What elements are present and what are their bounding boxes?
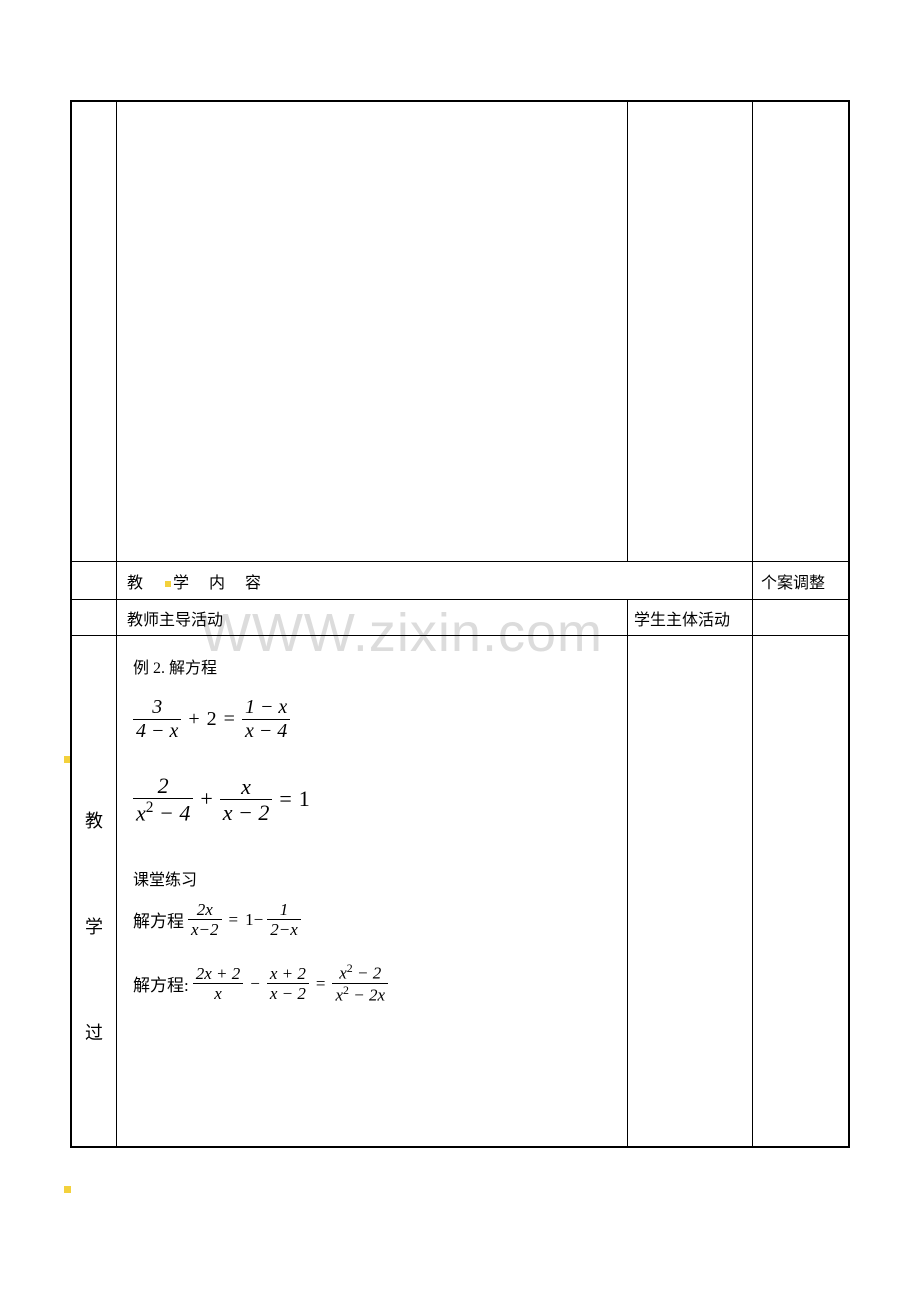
fraction-denominator: x−2	[188, 920, 222, 940]
table-row: 教 学 内 容 个案调整	[72, 562, 848, 600]
plus-operator: +	[197, 786, 215, 812]
fraction-denominator: x2 − 4	[133, 799, 193, 826]
marker-dot	[165, 581, 171, 587]
fraction-denominator: x	[193, 984, 244, 1004]
fraction-denominator: 2−x	[267, 920, 301, 940]
sidebar-char: 学	[85, 913, 103, 939]
fraction-numerator: x2 − 2	[332, 962, 388, 984]
fraction-numerator: 2x	[188, 900, 222, 921]
student-activity-heading: 学生主体活动	[628, 600, 753, 635]
case-adjust-heading: 个案调整	[753, 562, 848, 599]
equation-3: 解方程 2x x−2 = 1− 1 2−x	[133, 900, 617, 940]
fraction-denominator: 4 − x	[133, 720, 181, 743]
table-row: 教师主导活动 学生主体活动	[72, 600, 848, 636]
constant: 2	[207, 708, 217, 731]
equals-operator: =	[276, 786, 294, 812]
table-row: 教 学 过 例 2. 解方程 3 4 − x + 2 = 1 − x x − 4	[72, 636, 848, 1146]
equation-4: 解方程: 2x + 2 x − x + 2 x − 2 = x2 − 2 x2 …	[133, 962, 617, 1005]
marker-dot	[64, 1186, 71, 1193]
constant: 1−	[245, 910, 263, 930]
teacher-activity-heading: 教师主导活动	[117, 600, 628, 635]
fraction-numerator: 2x + 2	[193, 964, 244, 985]
fraction-denominator: x2 − 2x	[332, 984, 388, 1005]
practice-prefix: 解方程:	[133, 971, 189, 996]
constant: 1	[299, 786, 310, 812]
fraction-numerator: x + 2	[267, 964, 309, 985]
equation-2: 2 x2 − 4 + x x − 2 = 1	[133, 773, 617, 826]
equals-operator: =	[221, 708, 238, 731]
minus-operator: −	[247, 974, 263, 994]
practice-prefix: 解方程	[133, 907, 184, 932]
main-content: 例 2. 解方程 3 4 − x + 2 = 1 − x x − 4 2 x2 …	[117, 636, 628, 1146]
example-title: 例 2. 解方程	[133, 654, 617, 678]
plus-operator: +	[185, 708, 202, 731]
fraction-numerator: x	[220, 774, 273, 800]
lesson-plan-table: 教 学 内 容 个案调整 教师主导活动 学生主体活动 教 学 过 例 2. 解方…	[70, 100, 850, 1148]
fraction-denominator: x − 2	[267, 984, 309, 1004]
fraction-numerator: 2	[133, 773, 193, 799]
fraction-numerator: 3	[133, 696, 181, 720]
fraction-numerator: 1 − x	[242, 696, 290, 720]
equation-1: 3 4 − x + 2 = 1 − x x − 4	[133, 696, 617, 743]
sidebar-label: 教 学 过	[72, 636, 117, 1146]
practice-heading: 课堂练习	[133, 866, 617, 890]
equals-operator: =	[313, 974, 329, 994]
equals-operator: =	[226, 910, 242, 930]
fraction-denominator: x − 2	[220, 800, 273, 825]
table-row	[72, 102, 848, 562]
content-heading: 教 学 内 容	[127, 569, 269, 593]
fraction-denominator: x − 4	[242, 720, 290, 743]
sidebar-char: 教	[85, 807, 103, 833]
sidebar-char: 过	[85, 1019, 103, 1045]
fraction-numerator: 1	[267, 900, 301, 921]
